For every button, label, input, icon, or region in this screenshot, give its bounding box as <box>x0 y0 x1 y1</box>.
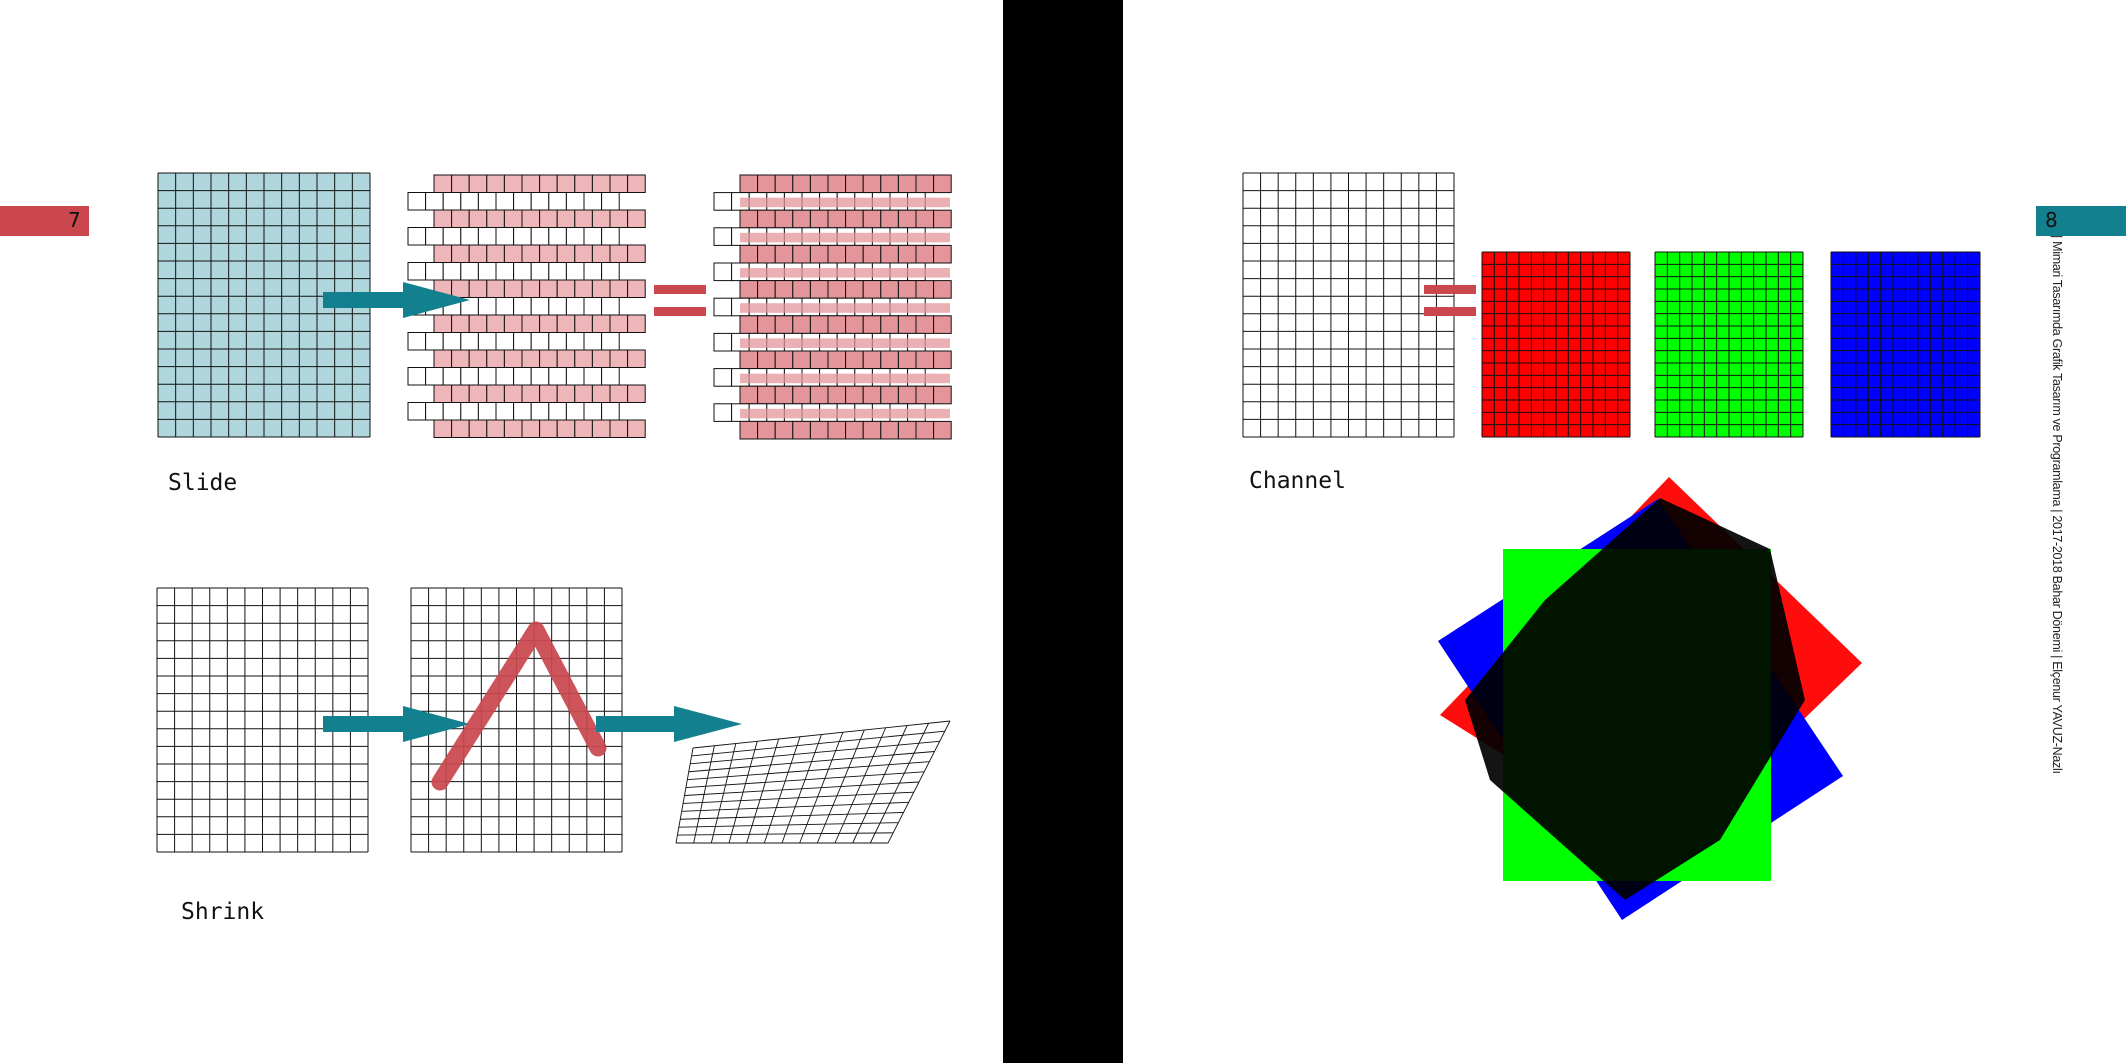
shrink-label: Shrink <box>181 899 265 925</box>
page-tab-left <box>0 206 89 236</box>
black-overlap-square <box>1465 498 1805 900</box>
equals-icon <box>1424 285 1476 316</box>
arrow-icon <box>596 706 742 742</box>
page-tab-right <box>2036 206 2126 236</box>
equals-icon <box>654 285 706 316</box>
center-gutter <box>1003 0 1123 1063</box>
arrow-icon <box>323 706 470 742</box>
shrink-source-grid <box>156 587 369 853</box>
channel-source-grid <box>1242 172 1455 438</box>
shrink-distorted-grid <box>675 720 951 844</box>
blue-channel-grid <box>1830 251 1981 438</box>
channel-label: Channel <box>1249 468 1346 494</box>
slide-shifted-rows <box>407 174 646 438</box>
page-number-right: 8 <box>2045 208 2058 232</box>
running-footer: | Mimari Tasarımda Grafik Tasarım ve Pro… <box>2050 235 2064 775</box>
zigzag-mark <box>431 621 607 791</box>
arrow-icon <box>323 282 470 318</box>
slide-result-rows <box>713 174 952 440</box>
red-channel-grid <box>1481 251 1631 438</box>
slide-label: Slide <box>168 470 238 496</box>
green-channel-grid <box>1654 251 1804 438</box>
page-number-left: 7 <box>68 208 81 232</box>
